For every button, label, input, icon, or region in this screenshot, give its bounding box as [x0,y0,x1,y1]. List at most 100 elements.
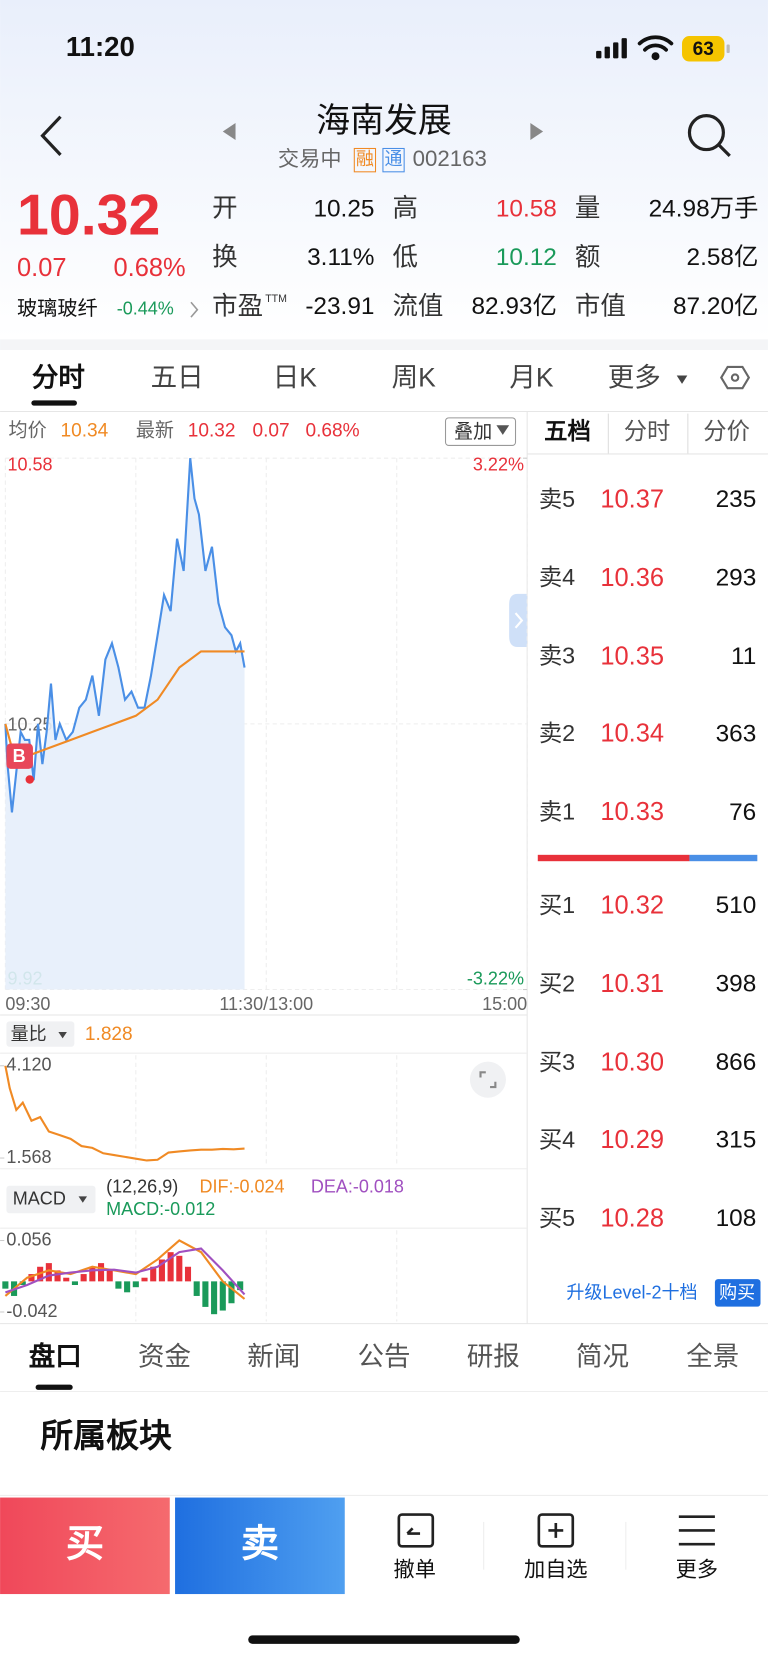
macd-line [5,1247,246,1296]
macd-bar [19,1281,26,1286]
book-tab[interactable]: 分时 [624,418,671,444]
more-label[interactable]: 更多 [676,1557,718,1581]
overlay-label[interactable]: 叠加 [454,421,492,443]
sector-arrow [190,301,199,318]
ratio-line [4,1065,245,1162]
y-tick-label: 4.120 [6,1055,51,1075]
watch-icon[interactable] [537,1513,575,1548]
price: 10.32 [17,184,160,248]
buy-label[interactable]: 买 [66,1522,104,1565]
cancel-icon[interactable] [397,1513,435,1548]
tag-margin: 融 [356,149,374,169]
macd-bar [71,1281,78,1286]
avg-value: 10.34 [61,421,109,442]
sell-label[interactable]: 卖 [241,1522,279,1565]
macd-title[interactable]: MACD [13,1188,66,1208]
prev-stock[interactable] [222,123,236,140]
info-tab[interactable]: 简况 [576,1342,629,1372]
ratio-selector[interactable] [6,1021,75,1047]
book-volume: 363 [716,720,757,747]
stock-name: 海南发展 [316,102,452,140]
info-tab[interactable]: 盘口 [29,1342,82,1372]
book-price: 10.30 [600,1048,664,1076]
macd-bar [132,1281,139,1288]
chart-tab[interactable]: 分时 [32,363,85,393]
divider [687,413,689,454]
sector[interactable]: 玻璃玻纤 [17,297,98,320]
buy-button[interactable] [0,1497,170,1595]
next-stock[interactable] [530,123,544,140]
macd-bar [176,1255,183,1282]
upgrade-link[interactable]: 升级Level-2十档 [566,1283,697,1303]
ratio-title[interactable]: 量比 [11,1024,47,1044]
wifi-icon [637,35,674,61]
ask-ratio [689,854,758,862]
book-price: 10.31 [600,970,664,998]
info-tab[interactable]: 全景 [686,1342,739,1372]
chart-tab[interactable]: 月K [509,363,554,393]
book-label: 卖3 [539,643,575,669]
macd-legend: DEA:-0.018 [311,1177,404,1197]
expand-button[interactable] [469,1061,506,1098]
stat-label: 低 [392,244,417,272]
chart-tab[interactable]: 周K [392,363,437,393]
battery-cap [726,44,730,54]
book-tab[interactable]: 五档 [544,418,591,444]
watch-label[interactable]: 加自选 [524,1557,588,1581]
x-tick-label: 11:30/13:00 [219,994,313,1014]
stat-value: 10.12 [496,244,557,271]
y-tick-label: 10.25 [7,715,52,735]
book-price: 10.36 [600,564,664,592]
x-tick-label: 09:30 [5,994,50,1014]
book-volume: 315 [716,1127,757,1154]
back-button[interactable] [40,115,62,156]
stat-value: 82.93亿 [472,293,557,320]
book-volume: 11 [731,643,756,670]
macd-bar [219,1281,226,1311]
trade-status: 交易中 [278,147,342,171]
stat-label: 开 [212,195,237,223]
buy-marker-label: B [13,746,26,766]
bid-ratio [537,854,690,862]
header-bg [0,0,768,340]
purchase-button[interactable] [714,1279,761,1307]
latest-value: 10.32 [188,421,236,442]
side-tab[interactable] [509,593,528,647]
expand-icon [479,1071,497,1089]
macd-bar [211,1281,218,1315]
book-tab[interactable]: 分价 [703,418,750,444]
chart-tab[interactable]: 日K [273,363,317,393]
macd-bar [106,1270,113,1282]
book-volume: 293 [716,565,757,592]
info-tab[interactable]: 研报 [467,1342,520,1372]
book-volume: 235 [716,486,757,513]
overlay-button[interactable] [444,417,517,446]
macd-legend: MACD:-0.012 [106,1199,215,1219]
cancel-label[interactable]: 撤单 [394,1557,436,1581]
more-icon[interactable] [678,1515,715,1546]
chart-tab[interactable]: 更多 [608,363,661,393]
status-time: 11:20 [66,31,135,62]
macd-bar [54,1270,61,1282]
macd-bar [158,1259,165,1282]
stat-value: 10.25 [313,195,374,222]
book-label: 卖2 [539,720,575,746]
stat-label-sup: TTM [265,293,287,305]
stat-value: 10.58 [496,195,557,222]
macd-bar [124,1281,131,1293]
latest-change: 0.07 [252,421,289,442]
chart-tab[interactable]: 五日 [151,363,204,393]
section-title: 所属板块 [40,1417,172,1454]
info-tab[interactable]: 公告 [358,1342,411,1372]
info-tab[interactable]: 资金 [138,1342,191,1372]
y-tick-label: 10.58 [7,454,52,474]
stat-label: 流值 [392,292,443,320]
macd-bar [63,1277,70,1282]
settings-icon[interactable] [720,365,751,390]
info-tab[interactable]: 新闻 [247,1342,300,1372]
search-button[interactable] [687,114,731,158]
macd-bar [97,1263,105,1282]
macd-selector[interactable] [6,1185,96,1214]
more-caret [676,375,688,384]
sell-button[interactable] [175,1497,345,1595]
